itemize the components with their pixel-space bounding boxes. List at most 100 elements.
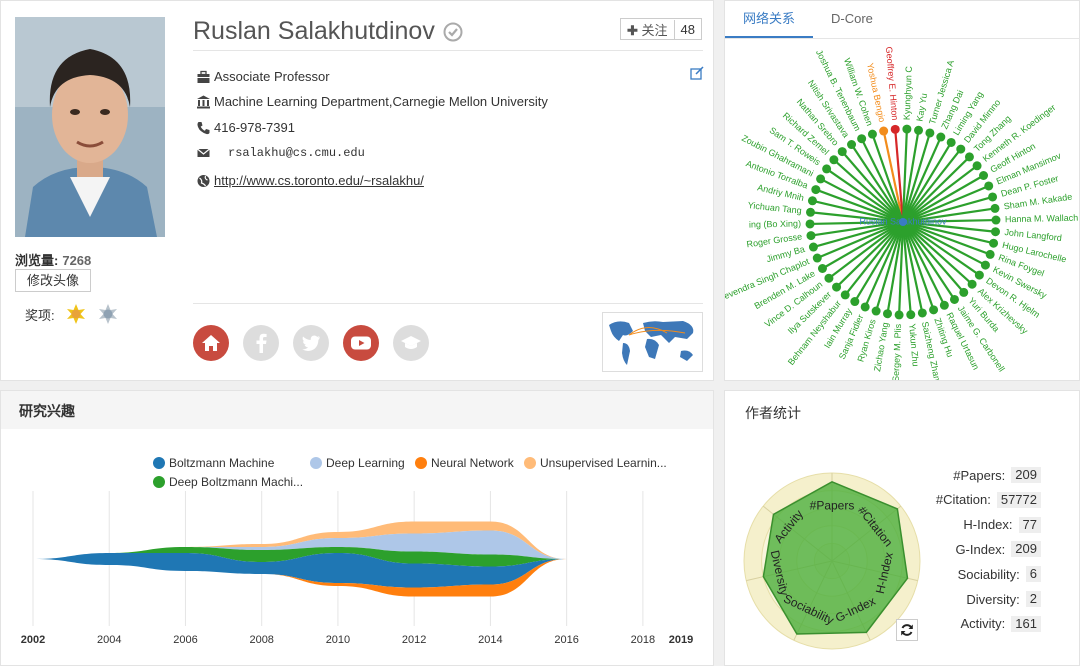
- network-node[interactable]: [811, 185, 821, 195]
- world-map-thumbnail[interactable]: [602, 312, 703, 372]
- network-edge: [844, 221, 904, 296]
- network-node[interactable]: [847, 140, 857, 150]
- network-edge: [901, 132, 931, 223]
- network-node[interactable]: [925, 128, 935, 138]
- network-node[interactable]: [879, 126, 889, 136]
- network-node[interactable]: [806, 231, 816, 241]
- network-node[interactable]: [871, 306, 881, 316]
- network-center-node[interactable]: [899, 218, 907, 226]
- network-node[interactable]: [980, 260, 990, 270]
- views-value: 7268: [62, 253, 92, 268]
- network-node[interactable]: [816, 174, 826, 184]
- network-edge: [828, 221, 904, 280]
- network-node[interactable]: [939, 300, 949, 310]
- tab-d-core[interactable]: D-Core: [831, 11, 873, 26]
- network-node-label[interactable]: Yukun Zhu: [907, 323, 921, 367]
- network-node[interactable]: [936, 132, 946, 142]
- network-node-label[interactable]: Geoffrey E. Hinton: [884, 46, 900, 120]
- network-node[interactable]: [890, 124, 900, 134]
- network-node[interactable]: [805, 219, 815, 229]
- network-node[interactable]: [837, 147, 847, 157]
- network-node[interactable]: [985, 249, 995, 259]
- network-node[interactable]: [914, 125, 924, 135]
- network-node[interactable]: [946, 137, 956, 147]
- network-node[interactable]: [822, 164, 832, 174]
- gold-award-icon[interactable]: [65, 303, 87, 325]
- edit-icon[interactable]: [690, 66, 704, 80]
- network-node[interactable]: [812, 253, 822, 263]
- stream-area[interactable]: [33, 530, 567, 560]
- legend-item[interactable]: Deep Boltzmann Machi...: [153, 475, 303, 489]
- network-node[interactable]: [808, 242, 818, 252]
- network-node[interactable]: [860, 302, 870, 312]
- silver-award-icon[interactable]: [97, 303, 119, 325]
- network-node[interactable]: [906, 310, 916, 320]
- follow-button[interactable]: ✚ 关注 48: [620, 18, 703, 40]
- network-node[interactable]: [989, 238, 999, 248]
- network-node[interactable]: [988, 192, 998, 202]
- network-node-label[interactable]: John Langford: [1004, 227, 1062, 243]
- network-node[interactable]: [956, 144, 966, 154]
- stream-area[interactable]: [33, 521, 567, 560]
- network-node[interactable]: [902, 124, 912, 134]
- network-node[interactable]: [850, 297, 860, 307]
- network-node[interactable]: [959, 287, 969, 297]
- stat-row: #Citation: 57772: [936, 491, 1041, 508]
- network-node-label[interactable]: ing (Bo Xing): [749, 219, 801, 230]
- twitter-icon[interactable]: [293, 325, 329, 361]
- network-node[interactable]: [967, 279, 977, 289]
- legend-item[interactable]: Deep Learning: [310, 456, 405, 470]
- network-node[interactable]: [894, 310, 904, 320]
- legend-item[interactable]: Neural Network: [415, 456, 514, 470]
- stream-area[interactable]: [33, 553, 567, 588]
- network-node[interactable]: [817, 264, 827, 273]
- network-node[interactable]: [949, 294, 959, 304]
- youtube-icon[interactable]: [343, 325, 379, 361]
- network-node-label[interactable]: Kay Yu: [914, 93, 929, 123]
- network-edge: [902, 221, 956, 301]
- network-node[interactable]: [824, 273, 834, 283]
- tab-network-relations[interactable]: 网络关系: [725, 1, 814, 38]
- email-text[interactable]: rsalakhu@cs.cmu.edu: [228, 146, 365, 160]
- network-edge: [902, 174, 985, 223]
- stream-area[interactable]: [33, 547, 567, 567]
- home-icon[interactable]: [193, 325, 229, 361]
- network-node-label[interactable]: Sergey M. Plis: [891, 323, 903, 380]
- network-node[interactable]: [840, 290, 850, 300]
- follow-label: ✚ 关注: [621, 19, 675, 39]
- network-node[interactable]: [832, 282, 842, 292]
- network-edge: [901, 129, 908, 223]
- network-node[interactable]: [984, 181, 994, 191]
- network-node[interactable]: [882, 309, 892, 319]
- network-edge: [835, 221, 904, 288]
- network-node-label[interactable]: Hanna M. Wallach: [1005, 213, 1078, 225]
- legend-item[interactable]: Unsupervised Learnin...: [524, 456, 667, 470]
- change-avatar-button[interactable]: 修改头像: [15, 269, 91, 292]
- network-node[interactable]: [974, 270, 984, 280]
- network-node[interactable]: [829, 155, 839, 165]
- network-edge: [901, 221, 935, 311]
- network-node[interactable]: [806, 207, 816, 217]
- graduation-cap-icon[interactable]: [393, 325, 429, 361]
- homepage-link[interactable]: http://www.cs.toronto.edu/~rsalakhu/: [214, 173, 424, 188]
- radar-polygon: [762, 480, 909, 635]
- network-node[interactable]: [857, 134, 867, 144]
- network-node[interactable]: [917, 308, 927, 318]
- network-node[interactable]: [972, 161, 982, 171]
- network-node[interactable]: [929, 305, 939, 315]
- network-node[interactable]: [979, 171, 989, 180]
- network-node[interactable]: [991, 215, 1001, 225]
- network-node[interactable]: [867, 129, 877, 139]
- network-node[interactable]: [964, 152, 974, 162]
- legend-item[interactable]: Boltzmann Machine: [153, 456, 274, 470]
- profile-photo: [15, 17, 165, 237]
- facebook-icon[interactable]: [243, 325, 279, 361]
- network-node-label[interactable]: Kyunghyun C: [902, 65, 914, 120]
- network-node[interactable]: [990, 227, 1000, 237]
- network-node[interactable]: [807, 196, 817, 206]
- network-node[interactable]: [990, 203, 1000, 213]
- refresh-button[interactable]: [896, 619, 918, 641]
- network-node-label[interactable]: Yichuan Tang: [747, 200, 802, 216]
- network-edge: [820, 177, 904, 223]
- legend-label: Deep Learning: [326, 456, 405, 470]
